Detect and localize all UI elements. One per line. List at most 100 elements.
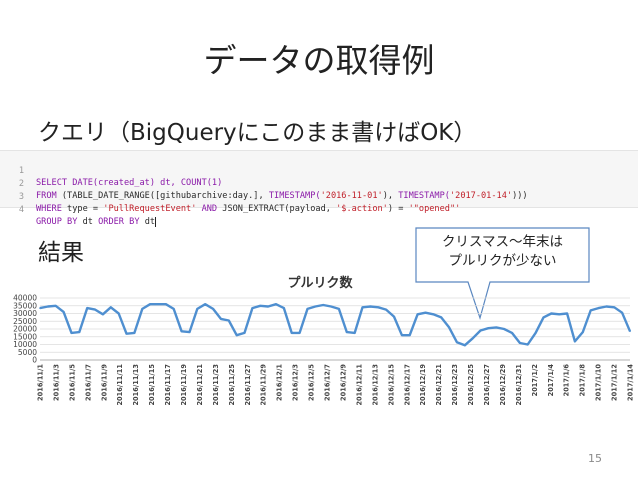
data-point — [393, 315, 395, 318]
data-point — [275, 303, 277, 305]
data-point — [322, 304, 325, 306]
code-editor[interactable]: 1 SELECT DATE(created_at) dt, COUNT(1) 2… — [0, 150, 638, 227]
code-token: '2017-01-14' — [449, 191, 513, 201]
x-tick-label: 2016/12/7 — [324, 364, 332, 401]
code-token: ) = — [387, 204, 409, 214]
x-tick-label: 2016/11/7 — [84, 364, 92, 401]
data-point — [597, 307, 600, 309]
data-point — [110, 306, 112, 309]
data-point — [495, 326, 498, 329]
code-token: (TABLE_DATE_RANGE([githubarchive:day.], — [61, 191, 269, 201]
data-point — [283, 307, 285, 309]
data-point — [267, 305, 269, 308]
data-point — [306, 308, 309, 310]
callout-line-1: クリスマス〜年末は — [441, 234, 564, 250]
x-tick-label: 2016/12/31 — [515, 364, 523, 406]
data-point — [621, 311, 623, 314]
x-tick-label: 2017/1/10 — [595, 364, 603, 401]
data-point — [605, 305, 608, 308]
data-point — [235, 334, 238, 336]
code-token: 'PullRequestEvent' — [103, 204, 197, 214]
data-point — [212, 308, 214, 310]
code-line-4: 4 GROUP BY dt ORDER BY dt — [0, 192, 638, 227]
data-point — [448, 326, 450, 329]
data-point — [526, 343, 529, 346]
data-point — [314, 305, 317, 308]
data-point — [401, 334, 403, 336]
x-tick-label: 2016/11/11 — [116, 364, 124, 406]
data-point — [180, 330, 183, 333]
x-tick-label: 2016/12/15 — [387, 364, 395, 406]
data-point — [346, 331, 348, 333]
code-token: type = — [67, 204, 104, 214]
y-tick-label: 20000 — [13, 325, 37, 334]
code-token: dt — [144, 217, 156, 227]
data-point — [78, 331, 81, 333]
chart-title: プルリク数 — [287, 275, 353, 291]
x-tick-label: 2016/12/25 — [467, 364, 475, 406]
data-point — [102, 313, 104, 316]
data-point — [440, 316, 443, 319]
x-tick-label: 2017/1/4 — [547, 364, 555, 397]
x-tick-label: 2016/11/1 — [37, 364, 45, 401]
x-tick-label: 2016/11/17 — [164, 364, 172, 406]
data-point — [582, 331, 584, 333]
data-point — [149, 303, 151, 305]
callout-shape — [415, 227, 590, 321]
data-point — [369, 305, 372, 308]
line-chart: プルリク数 0500010000150002000025000300003500… — [13, 275, 634, 406]
data-point — [157, 303, 159, 305]
x-tick-label: 2016/11/15 — [148, 364, 156, 406]
code-token: TIMESTAMP( — [398, 191, 450, 201]
code-text: WHERE type = 'PullRequestEvent' AND JSON… — [36, 203, 460, 215]
data-point — [133, 332, 136, 334]
data-point — [62, 311, 65, 313]
data-point — [629, 330, 631, 333]
x-tick-label: 2016/12/21 — [435, 364, 443, 406]
data-point — [94, 308, 96, 311]
data-point — [589, 309, 592, 312]
x-tick-label: 2017/1/2 — [531, 364, 539, 397]
x-tick-label: 2016/11/23 — [212, 364, 220, 406]
code-text: FROM (TABLE_DATE_RANGE([githubarchive:da… — [36, 190, 528, 202]
series-line — [39, 303, 632, 347]
x-tick-label: 2016/11/29 — [260, 364, 268, 406]
data-point — [141, 308, 144, 310]
code-token: ORDER BY — [98, 217, 145, 227]
series-path — [39, 303, 632, 347]
data-point — [39, 307, 41, 309]
x-tick-label: 2016/11/5 — [68, 364, 76, 401]
code-token: TIMESTAMP( — [268, 191, 321, 201]
y-tick-label: 10000 — [13, 340, 37, 349]
data-point — [361, 306, 364, 309]
data-point — [471, 337, 474, 340]
data-point — [542, 316, 545, 319]
data-point — [456, 341, 458, 343]
x-tick-label: 2016/12/27 — [483, 364, 491, 406]
code-token: ), — [382, 191, 399, 201]
x-tick-label: 2016/12/3 — [292, 364, 300, 401]
x-tick-label: 2016/11/19 — [180, 364, 188, 406]
slide-title: データの取得例 — [203, 41, 435, 80]
data-point — [290, 332, 293, 334]
data-point — [298, 332, 301, 334]
line-number: 4 — [18, 205, 24, 215]
data-point — [259, 305, 262, 307]
data-point — [338, 308, 340, 310]
data-point — [432, 313, 435, 316]
data-point — [228, 319, 230, 322]
data-point — [220, 318, 222, 320]
code-token: ))) — [512, 191, 528, 201]
data-point — [377, 306, 380, 309]
page-number: 15 — [588, 452, 602, 465]
x-tick-label: 2016/12/23 — [451, 364, 459, 406]
x-tick-label: 2016/12/19 — [419, 364, 427, 406]
y-tick-label: 0 — [32, 356, 37, 365]
data-point — [464, 344, 466, 347]
code-token: '"opened"' — [408, 204, 461, 214]
data-point — [188, 331, 191, 333]
line-number: 2 — [18, 179, 24, 189]
y-tick-label: 5000 — [18, 348, 37, 357]
data-point — [165, 303, 167, 305]
code-text: GROUP BY dt ORDER BY dt — [36, 216, 157, 228]
